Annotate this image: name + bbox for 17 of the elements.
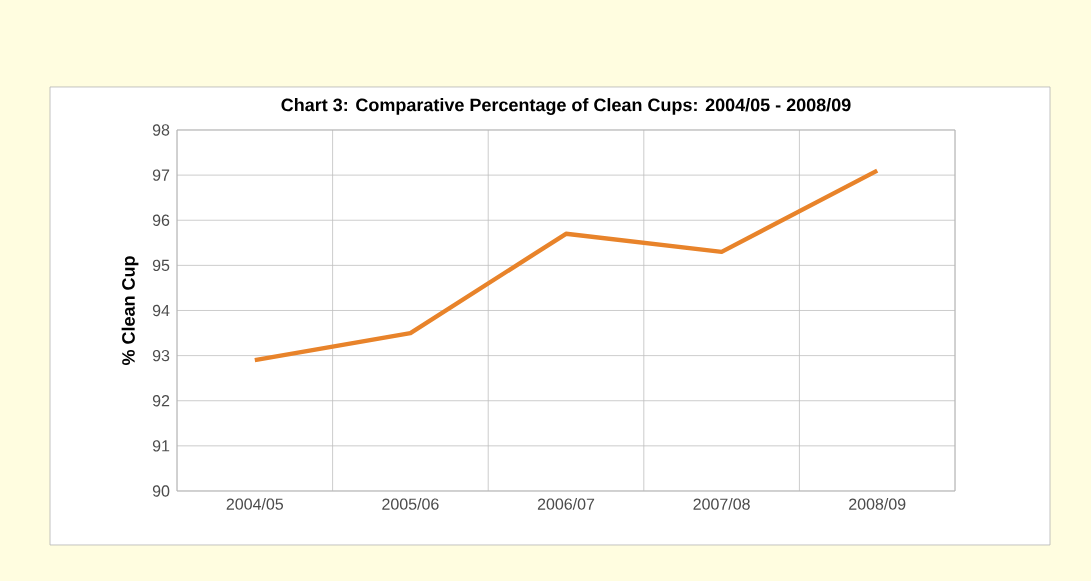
- chart-title: Chart 3: Comparative Percentage of Clean Cups: 2004/05 - 2008/09: [281, 98, 851, 115]
- y-tick-label: 92: [152, 395, 170, 407]
- y-tick-label: 97: [152, 169, 170, 181]
- y-tick-label: 93: [152, 349, 170, 362]
- x-tick-label: 2004/05: [226, 498, 284, 510]
- line-series: [252, 168, 880, 363]
- y-tick-label: 90: [152, 485, 170, 497]
- y-tick-label: 91: [152, 440, 170, 452]
- y-tick-label: 98: [152, 124, 170, 136]
- x-tick-label: 2008/09: [849, 498, 906, 510]
- x-tick-label: 2005/06: [382, 498, 439, 510]
- y-tick-label: 96: [152, 214, 170, 226]
- y-tick-label: 95: [152, 259, 170, 272]
- x-tick-label: 2007/08: [693, 498, 750, 510]
- y-axis-title: % Clean Cup: [121, 256, 139, 366]
- x-tick-label: 2006/07: [537, 498, 595, 510]
- y-tick-label: 94: [152, 304, 170, 317]
